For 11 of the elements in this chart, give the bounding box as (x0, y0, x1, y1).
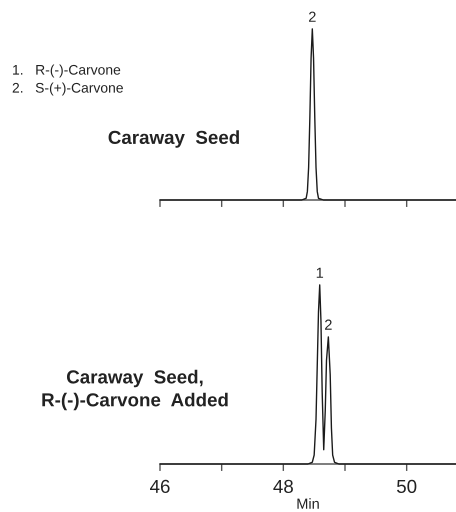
annotation: 2 (308, 12, 316, 22)
text: Caraway Seed, R-(-)-Carvone Added (42, 370, 228, 410)
text: 2. S-(+)-Carvone (12, 82, 123, 96)
x-tick-label: 50 (396, 480, 416, 494)
annotation: 2 (325, 320, 332, 330)
x-tick-label: 48 (273, 480, 293, 494)
x-axis-title: Min (297, 498, 319, 509)
text: 1. R-(-)-Carvone (13, 64, 120, 78)
annotation: 1 (316, 268, 324, 278)
x-tick-label: 46 (150, 480, 170, 494)
text: Caraway Seed (108, 130, 239, 148)
